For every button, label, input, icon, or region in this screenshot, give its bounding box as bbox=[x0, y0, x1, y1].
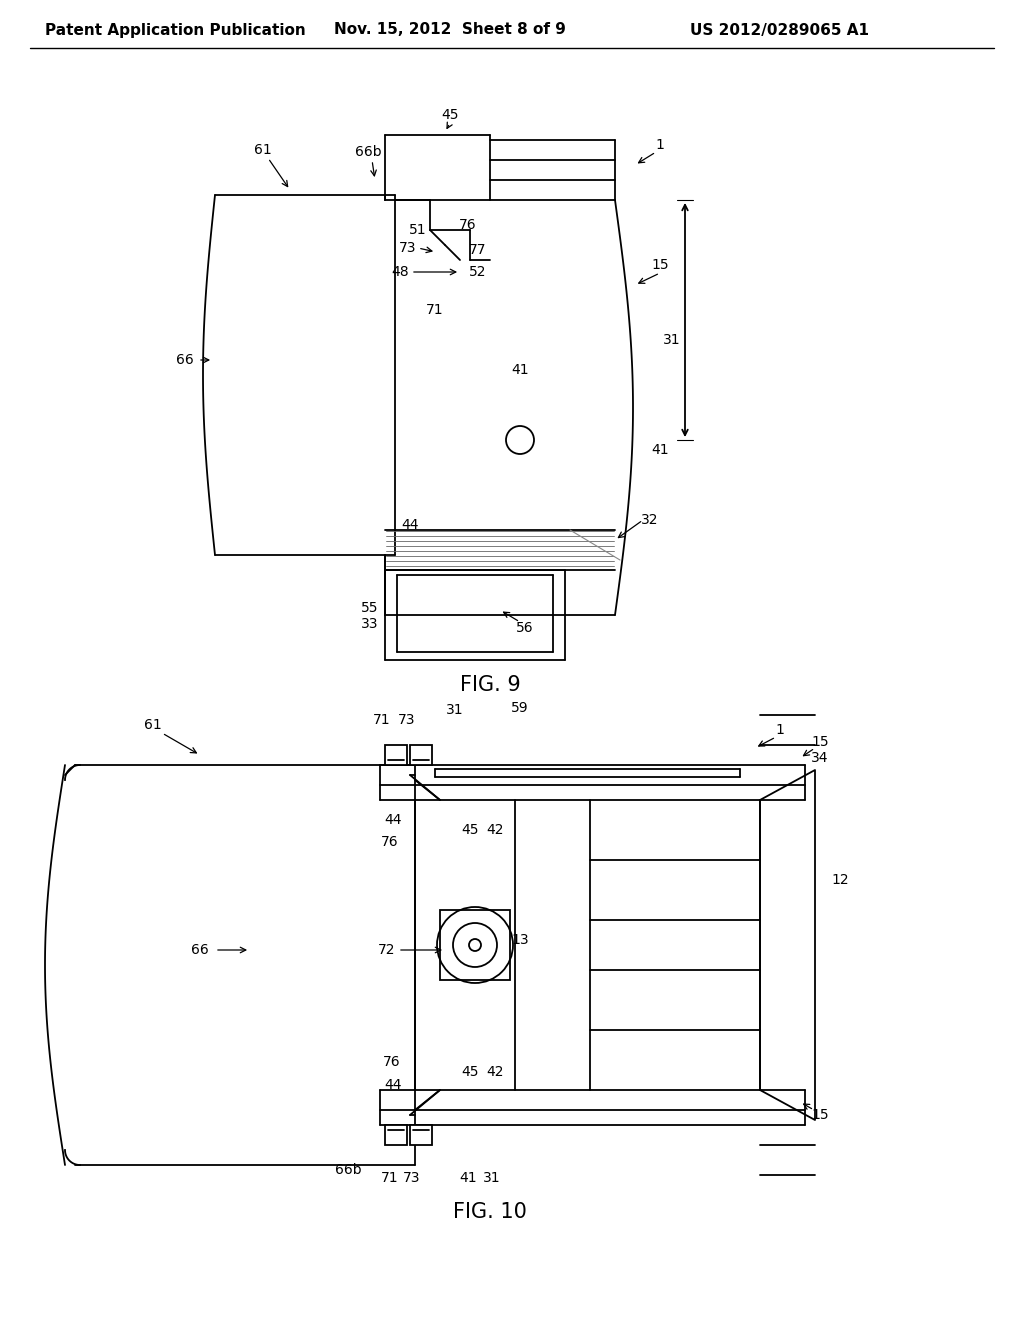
Text: 73: 73 bbox=[403, 1171, 421, 1185]
Text: FIG. 9: FIG. 9 bbox=[460, 675, 520, 696]
Text: 66: 66 bbox=[176, 352, 194, 367]
Text: 61: 61 bbox=[254, 143, 272, 157]
Text: 32: 32 bbox=[641, 513, 658, 527]
Text: 15: 15 bbox=[651, 257, 669, 272]
Polygon shape bbox=[760, 770, 815, 1119]
Text: 61: 61 bbox=[144, 718, 162, 733]
Text: 15: 15 bbox=[811, 1107, 828, 1122]
Text: 59: 59 bbox=[511, 701, 528, 715]
Bar bbox=[385, 1125, 407, 1144]
Text: Patent Application Publication: Patent Application Publication bbox=[45, 22, 305, 37]
Text: 41: 41 bbox=[651, 444, 669, 457]
Text: 45: 45 bbox=[461, 1065, 479, 1078]
Text: 1: 1 bbox=[655, 139, 665, 152]
Text: 73: 73 bbox=[399, 242, 417, 255]
Text: 56: 56 bbox=[516, 620, 534, 635]
Text: US 2012/0289065 A1: US 2012/0289065 A1 bbox=[690, 22, 869, 37]
Text: 44: 44 bbox=[384, 813, 401, 828]
Text: 41: 41 bbox=[459, 1171, 477, 1185]
Text: 31: 31 bbox=[664, 333, 681, 347]
Text: 71: 71 bbox=[373, 713, 391, 727]
Text: 51: 51 bbox=[410, 223, 427, 238]
Text: 15: 15 bbox=[811, 735, 828, 748]
Text: 66b: 66b bbox=[354, 145, 381, 158]
Text: 31: 31 bbox=[483, 1171, 501, 1185]
Text: 72: 72 bbox=[378, 942, 395, 957]
Text: 45: 45 bbox=[441, 108, 459, 121]
Text: 13: 13 bbox=[511, 933, 528, 946]
Text: FIG. 10: FIG. 10 bbox=[453, 1203, 527, 1222]
Text: 1: 1 bbox=[775, 723, 784, 737]
Text: 71: 71 bbox=[381, 1171, 398, 1185]
Text: 41: 41 bbox=[511, 363, 528, 378]
Text: 71: 71 bbox=[426, 304, 443, 317]
Text: 42: 42 bbox=[486, 822, 504, 837]
Text: 76: 76 bbox=[459, 218, 477, 232]
Text: 77: 77 bbox=[469, 243, 486, 257]
Text: 42: 42 bbox=[486, 1065, 504, 1078]
Text: 12: 12 bbox=[831, 873, 849, 887]
Bar bbox=[385, 744, 407, 766]
Text: 76: 76 bbox=[383, 1055, 400, 1069]
Text: 31: 31 bbox=[446, 704, 464, 717]
Text: 48: 48 bbox=[391, 265, 409, 279]
Text: 73: 73 bbox=[398, 713, 416, 727]
Text: 33: 33 bbox=[361, 616, 379, 631]
Text: Nov. 15, 2012  Sheet 8 of 9: Nov. 15, 2012 Sheet 8 of 9 bbox=[334, 22, 566, 37]
Text: 66: 66 bbox=[191, 942, 209, 957]
Text: 44: 44 bbox=[401, 517, 419, 532]
Text: 45: 45 bbox=[461, 822, 479, 837]
Text: 44: 44 bbox=[384, 1078, 401, 1092]
Text: 66b: 66b bbox=[335, 1163, 361, 1177]
Text: 76: 76 bbox=[381, 836, 398, 849]
Bar bbox=[440, 909, 510, 979]
Text: 55: 55 bbox=[361, 601, 379, 615]
Text: 52: 52 bbox=[469, 265, 486, 279]
Bar bbox=[410, 1125, 432, 1144]
Bar bbox=[410, 744, 432, 766]
Text: 34: 34 bbox=[811, 751, 828, 766]
